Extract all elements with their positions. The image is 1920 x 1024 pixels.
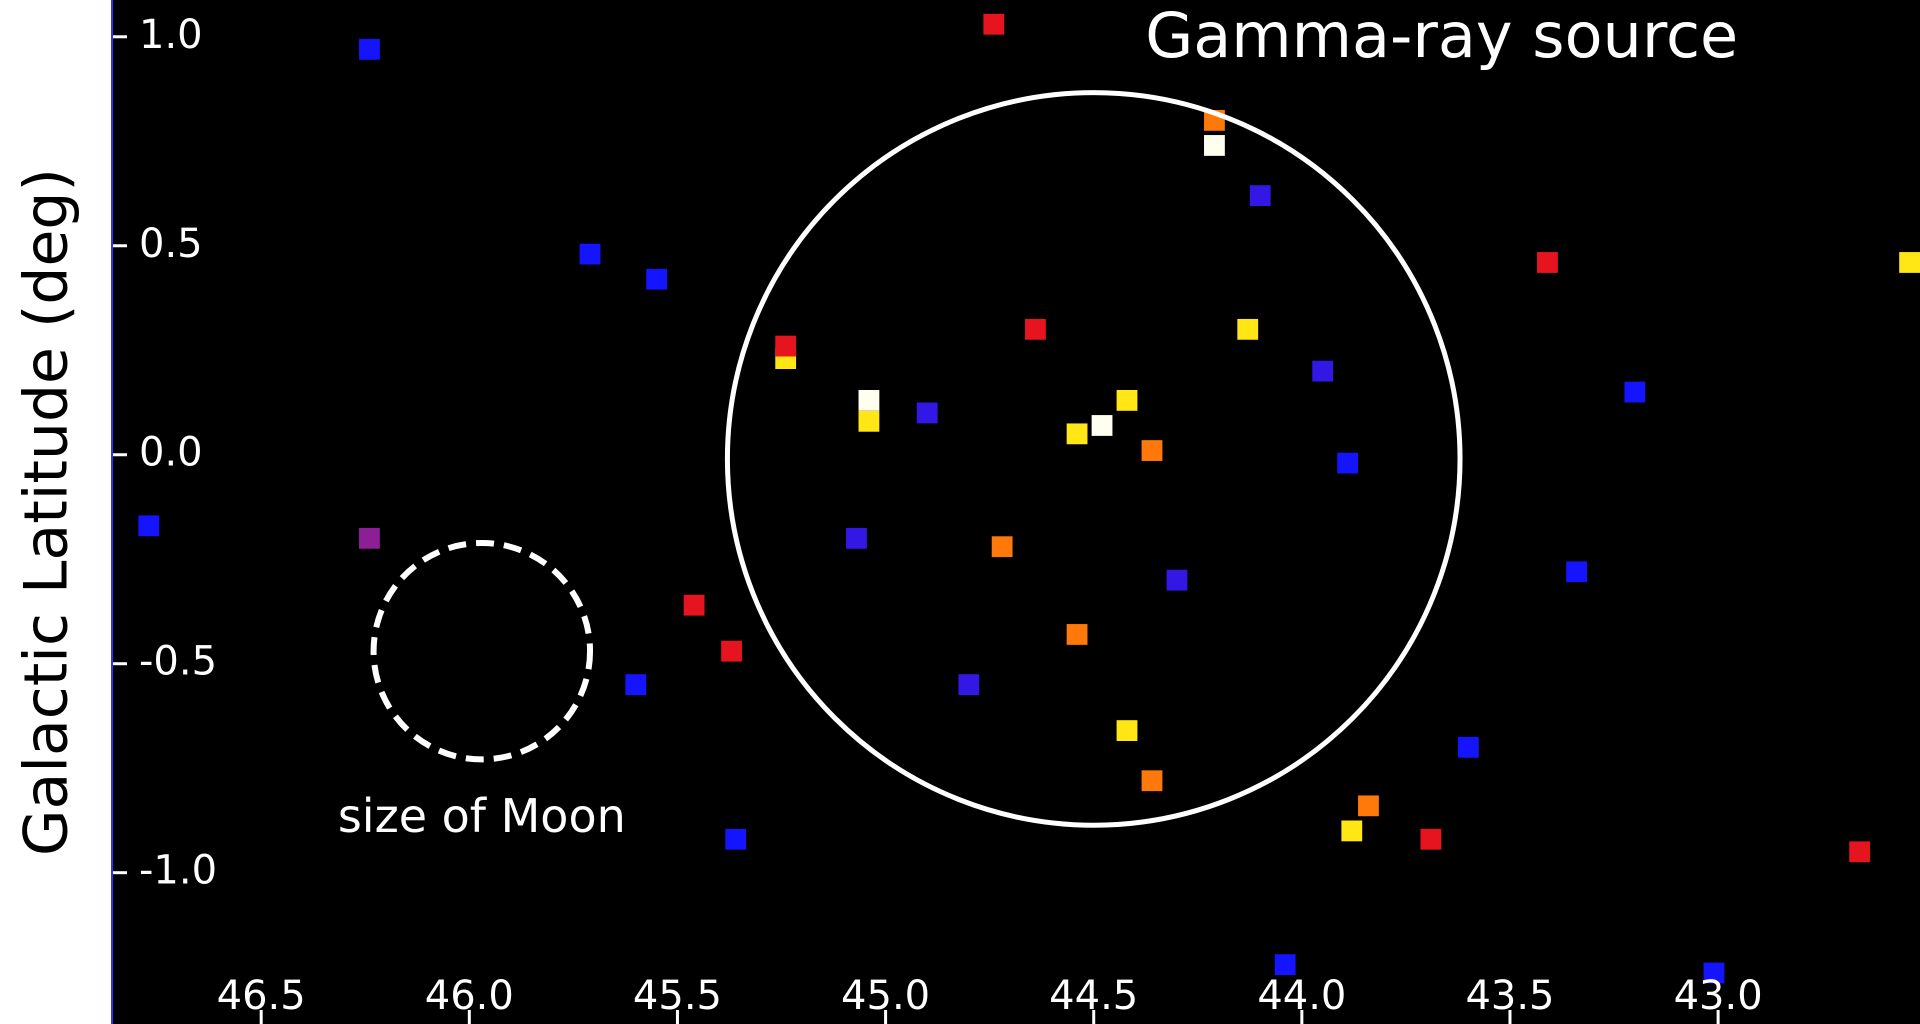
pixel — [1341, 820, 1363, 842]
pixel — [1312, 360, 1334, 382]
region-circle — [370, 539, 594, 763]
x-tick-label: 43.5 — [1465, 973, 1554, 1019]
x-tick-label: 44.0 — [1257, 973, 1346, 1019]
pixel — [1420, 828, 1442, 850]
circle-label: Gamma-ray source — [1145, 0, 1738, 72]
circle-label: size of Moon — [338, 789, 626, 843]
x-tick-label: 46.5 — [217, 973, 306, 1019]
pixel — [1566, 561, 1587, 583]
pixel — [858, 389, 880, 411]
region-circle — [724, 90, 1463, 828]
pixel — [721, 640, 742, 662]
plot-area — [113, 0, 1920, 1024]
pixel — [1025, 318, 1046, 340]
x-tick-label: 46.0 — [425, 973, 514, 1019]
x-tick-label: 45.5 — [633, 973, 722, 1019]
pixel — [138, 515, 160, 537]
y-tick-label: 1.0 — [139, 12, 203, 58]
pixel — [1066, 423, 1088, 445]
x-tick-label: 44.5 — [1049, 973, 1138, 1019]
pixel — [1624, 381, 1646, 403]
x-tick-label: 45.0 — [841, 973, 930, 1019]
x-tick-label: 43.0 — [1674, 973, 1763, 1019]
pixel — [1116, 389, 1138, 411]
pixel — [858, 410, 880, 432]
pixel — [916, 402, 938, 424]
pixel — [1116, 720, 1138, 741]
pixel — [1358, 795, 1379, 817]
pixel — [1237, 318, 1259, 340]
y-tick-label: -0.5 — [139, 639, 217, 685]
pixel — [1457, 736, 1479, 758]
pixel — [1849, 841, 1871, 863]
y-tick-label: 0.5 — [139, 221, 203, 267]
y-tick-label: 0.0 — [139, 430, 203, 476]
pixel — [625, 674, 647, 696]
y-axis-label: Galactic Latitude (deg) — [12, 168, 82, 856]
pixel — [983, 13, 1005, 35]
pixel — [1204, 135, 1225, 156]
pixel — [1274, 954, 1296, 976]
pixel — [1166, 569, 1188, 591]
pixel — [725, 828, 747, 850]
pixel — [1899, 252, 1920, 273]
pixel — [1091, 415, 1113, 436]
pixel — [1249, 185, 1271, 207]
pixel — [1066, 624, 1088, 645]
pixel — [1141, 770, 1163, 792]
pixel — [1703, 962, 1725, 984]
pixel — [991, 536, 1013, 558]
pixel — [1337, 452, 1359, 474]
pixel — [683, 594, 705, 616]
pixel — [846, 527, 867, 549]
pixel — [646, 268, 668, 290]
pixel — [359, 527, 380, 549]
pixel — [958, 674, 980, 696]
pixel — [775, 335, 797, 357]
pixel — [579, 243, 601, 265]
pixel — [359, 38, 380, 60]
pixel — [1141, 440, 1163, 461]
pixel — [1537, 252, 1558, 273]
y-tick-label: -1.0 — [139, 848, 217, 894]
